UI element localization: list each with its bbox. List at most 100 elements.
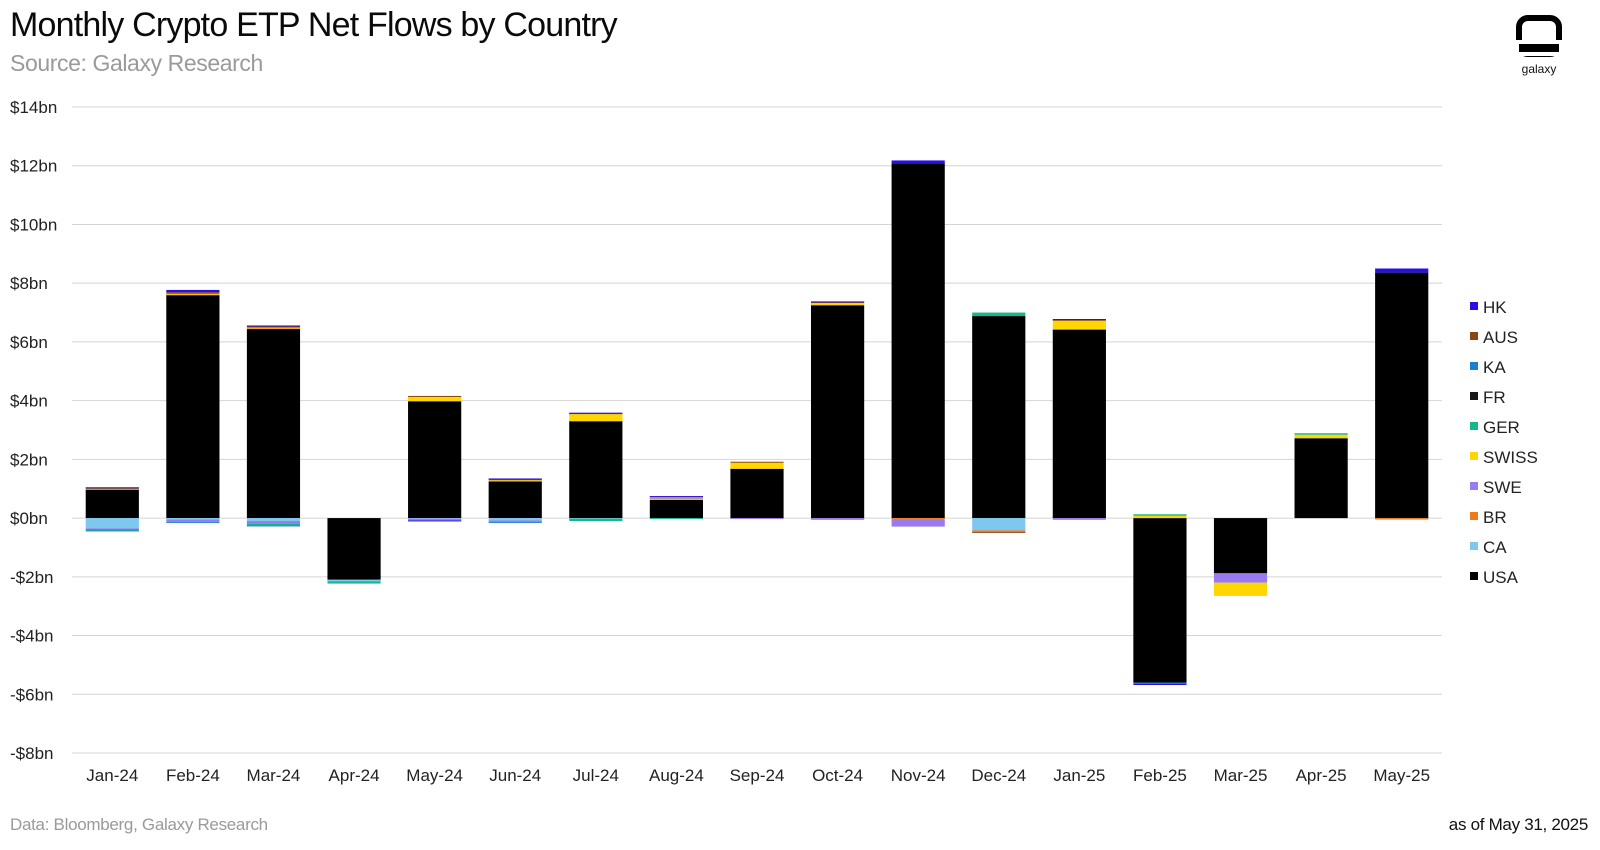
- bar-segment-ka: [85, 530, 139, 532]
- bar-segment-ger: [327, 581, 381, 584]
- gridlines: [72, 106, 1442, 754]
- bar-segment-hk: [1052, 319, 1106, 321]
- bar-segment-ca: [408, 518, 462, 520]
- as-of-date: as of May 31, 2025: [1448, 815, 1589, 834]
- bar-segment-ger: [569, 518, 623, 522]
- bar-segment-ka: [1133, 682, 1187, 684]
- bar-segment-hk: [1375, 268, 1429, 273]
- legend-label: BR: [1483, 508, 1507, 527]
- bar-segment-usa: [1052, 329, 1106, 519]
- x-tick-label: Jan-25: [1053, 766, 1105, 785]
- bar-segment-swe: [891, 519, 945, 527]
- bar-segment-hk: [1133, 683, 1187, 685]
- y-tick-label: -$2bn: [10, 568, 53, 587]
- bar-segment-hk: [408, 520, 462, 522]
- y-tick-label: -$4bn: [10, 627, 53, 646]
- bar-segment-swiss: [246, 327, 301, 329]
- x-tick-label: Jun-24: [489, 766, 541, 785]
- bar-segment-ger: [246, 523, 301, 526]
- x-tick-label: Jan-24: [86, 766, 138, 785]
- legend-label: USA: [1483, 568, 1519, 587]
- bar-segment-hk: [569, 412, 623, 414]
- bar-segment-aus: [246, 325, 301, 328]
- bar-segment-br: [972, 530, 1026, 532]
- bar-segment-ca: [85, 518, 139, 529]
- bar-segment-br: [246, 328, 301, 330]
- bar-segment-usa: [488, 481, 542, 519]
- bar-segment-usa: [1213, 518, 1268, 574]
- bar-segment-ca: [166, 518, 220, 520]
- y-tick-label: -$8bn: [10, 744, 53, 763]
- bar-segment-hk: [810, 301, 865, 303]
- legend-label: SWISS: [1483, 448, 1538, 467]
- bar-segment-swe: [408, 518, 462, 521]
- bar-segment-swe: [1052, 518, 1106, 520]
- bar-segment-ca: [246, 518, 301, 522]
- bar-segment-usa: [166, 294, 220, 519]
- bar-segment-hk: [166, 289, 220, 293]
- bar-segment-swiss: [1133, 515, 1187, 519]
- bar-segment-usa: [85, 489, 139, 519]
- logo-wordmark: galaxy: [1521, 62, 1557, 76]
- y-tick-label: $0bn: [10, 509, 48, 528]
- legend-swatch: [1470, 542, 1478, 550]
- bar-segment-swiss: [810, 302, 865, 306]
- bar-segment-usa: [891, 163, 945, 519]
- legend-swatch: [1470, 572, 1478, 580]
- legend: HK AUS KA FR GER SWISS SWE BR CA USA: [1470, 298, 1538, 587]
- data-source-note: Data: Bloomberg, Galaxy Research: [10, 815, 268, 834]
- bar-segment-br: [1375, 518, 1429, 520]
- y-tick-label: $10bn: [10, 215, 57, 234]
- y-tick-label: $2bn: [10, 450, 48, 469]
- x-tick-label: Apr-25: [1296, 766, 1347, 785]
- bar-segment-aus: [166, 292, 220, 294]
- bar-segment-ger: [972, 312, 1026, 317]
- bar-segment-swiss: [166, 293, 220, 295]
- bar-segment-ger: [1294, 433, 1348, 435]
- bar-segment-usa: [408, 401, 462, 519]
- legend-label: AUS: [1483, 328, 1518, 347]
- x-tick-label: Oct-24: [812, 766, 863, 785]
- legend-label: HK: [1483, 298, 1507, 317]
- legend-label: KA: [1483, 358, 1506, 377]
- bar-segment-ca: [649, 498, 704, 500]
- bar-segment-swe: [1213, 573, 1268, 583]
- x-tick-label: Nov-24: [891, 766, 946, 785]
- bar-segment-ger: [649, 518, 704, 520]
- legend-swatch: [1470, 392, 1478, 400]
- x-tick-label: Sep-24: [730, 766, 785, 785]
- bar-segment-swiss: [488, 480, 542, 482]
- chart-title: Monthly Crypto ETP Net Flows by Country: [10, 6, 618, 44]
- legend-swatch: [1470, 302, 1478, 310]
- bars: [85, 160, 1429, 685]
- bar-segment-ger: [1133, 514, 1187, 516]
- legend-swatch: [1470, 332, 1478, 340]
- bar-segment-swiss: [1213, 582, 1268, 596]
- legend-label: CA: [1483, 538, 1507, 557]
- bar-segment-swe: [246, 521, 301, 524]
- legend-swatch: [1470, 422, 1478, 430]
- x-axis: Jan-24 Feb-24 Mar-24 Apr-24 May-24 Jun-24 Jul-…: [86, 766, 1430, 785]
- bar-segment-aus: [972, 531, 1026, 533]
- bar-segment-ca: [569, 518, 623, 520]
- bar-segment-usa: [1375, 272, 1429, 519]
- bar-segment-swiss: [1052, 320, 1106, 330]
- bar-segment-ca: [972, 518, 1026, 531]
- y-tick-label: $12bn: [10, 157, 57, 176]
- bar-segment-ka: [246, 525, 301, 527]
- x-tick-label: Aug-24: [649, 766, 704, 785]
- bar-segment-aus: [488, 478, 542, 481]
- bar-segment-hk: [891, 160, 945, 164]
- galaxy-logo-icon: [1516, 15, 1562, 57]
- bar-segment-hk: [488, 478, 542, 480]
- x-tick-label: Apr-24: [329, 766, 380, 785]
- x-tick-label: Feb-24: [166, 766, 220, 785]
- bar-segment-usa: [569, 421, 623, 519]
- bar-segment-br: [649, 497, 704, 499]
- bar-segment-aus: [408, 395, 462, 397]
- bar-segment-hk: [649, 496, 704, 498]
- bar-segment-ka: [166, 521, 220, 523]
- y-tick-label: $8bn: [10, 274, 48, 293]
- bar-segment-br: [891, 518, 945, 520]
